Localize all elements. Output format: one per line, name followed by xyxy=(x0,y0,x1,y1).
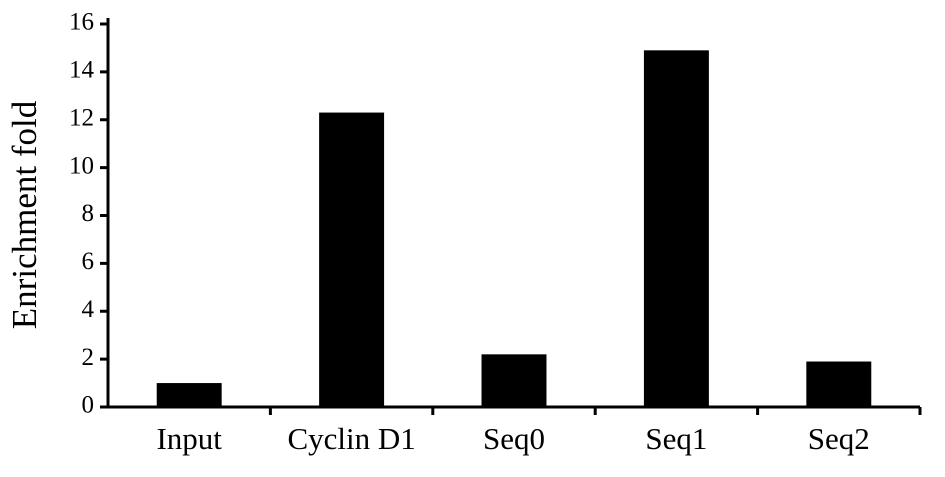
bar xyxy=(806,361,872,407)
y-tick-label: 16 xyxy=(69,9,94,36)
y-tick-label: 2 xyxy=(82,344,95,371)
x-tick-label: Seq0 xyxy=(483,421,545,456)
y-tick-label: 0 xyxy=(82,392,95,419)
y-tick-label: 6 xyxy=(82,248,95,275)
y-tick-label: 4 xyxy=(82,296,95,323)
y-tick-label: 10 xyxy=(69,152,94,179)
bar xyxy=(481,354,547,407)
x-tick-label: Input xyxy=(156,421,222,456)
x-tick-label: Seq1 xyxy=(645,421,707,456)
x-tick-label: Cyclin D1 xyxy=(287,421,415,456)
bar xyxy=(643,50,709,408)
y-tick-label: 14 xyxy=(69,57,95,84)
y-tick-label: 8 xyxy=(82,200,95,227)
y-tick-label: 12 xyxy=(69,104,94,131)
bar xyxy=(156,383,222,407)
y-axis-label: Enrichment fold xyxy=(5,100,44,329)
bar xyxy=(319,112,385,407)
x-tick-label: Seq2 xyxy=(808,421,870,456)
